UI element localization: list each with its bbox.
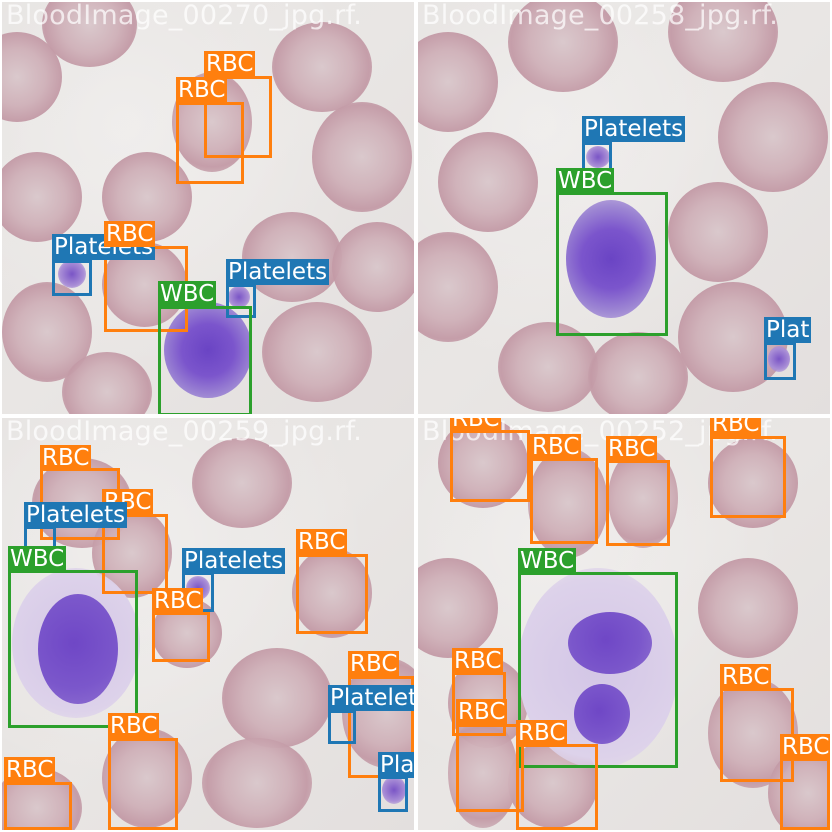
box-label-rbc: RBC bbox=[348, 651, 400, 677]
box-label-platelets: Platelets bbox=[328, 685, 414, 711]
box-label-platelets: Platelets bbox=[226, 259, 330, 285]
white-blood-cell bbox=[566, 200, 656, 318]
red-blood-cell bbox=[608, 448, 678, 548]
bounding-box-rbc bbox=[456, 724, 524, 812]
bounding-box-platelets bbox=[764, 342, 796, 380]
red-blood-cell bbox=[42, 2, 137, 67]
image-tile-3: BloodImage_00259_jpg.rf. RBC RBC Platele… bbox=[2, 418, 414, 830]
red-blood-cell bbox=[332, 222, 414, 312]
box-label-platelets: Pla bbox=[378, 752, 414, 778]
red-blood-cell bbox=[272, 22, 372, 112]
red-blood-cell bbox=[312, 102, 412, 212]
white-blood-cell bbox=[164, 302, 252, 398]
red-blood-cell bbox=[62, 352, 152, 414]
red-blood-cell bbox=[698, 558, 798, 658]
box-label-rbc: RBC bbox=[176, 77, 228, 103]
box-label-rbc: RBC bbox=[104, 221, 156, 247]
bounding-box-wbc bbox=[556, 192, 668, 336]
platelet bbox=[228, 286, 250, 308]
platelet bbox=[382, 776, 406, 804]
image-tile-4: BloodImage_00252_jpg.rf. RBC RBC RBC RBC… bbox=[418, 418, 830, 830]
red-blood-cell bbox=[418, 32, 498, 132]
red-blood-cell bbox=[438, 132, 538, 232]
red-blood-cell bbox=[718, 82, 828, 192]
bounding-box-rbc bbox=[710, 436, 786, 518]
bounding-box-rbc bbox=[450, 430, 530, 502]
filename-watermark: BloodImage_00270_jpg.rf. bbox=[6, 2, 363, 31]
red-blood-cell bbox=[202, 738, 312, 828]
bounding-box-wbc bbox=[8, 570, 138, 728]
box-label-rbc: RBC bbox=[40, 445, 92, 471]
red-blood-cell bbox=[292, 548, 372, 638]
bounding-box-platelets bbox=[378, 776, 408, 812]
box-label-rbc: RBC bbox=[296, 529, 348, 555]
bounding-box-rbc bbox=[204, 76, 272, 158]
box-label-rbc: RBC bbox=[204, 51, 256, 77]
bounding-box-rbc bbox=[176, 102, 244, 184]
white-blood-cell-nucleus bbox=[574, 684, 630, 744]
bounding-box-platelets bbox=[226, 284, 256, 318]
bounding-box-rbc bbox=[780, 758, 830, 830]
red-blood-cell bbox=[262, 302, 372, 402]
box-label-rbc: RBC bbox=[452, 648, 504, 674]
box-label-rbc: RBC bbox=[450, 418, 502, 432]
red-blood-cell bbox=[588, 332, 688, 414]
bounding-box-wbc bbox=[158, 306, 252, 414]
red-blood-cell bbox=[2, 152, 82, 242]
image-tile-2: BloodImage_00258_jpg.rf. Platelets WBC P… bbox=[418, 2, 830, 414]
box-label-rbc: RBC bbox=[4, 757, 56, 783]
box-label-rbc: RBC bbox=[530, 434, 582, 460]
box-label-rbc: RBC bbox=[780, 734, 830, 760]
box-label-rbc: RBC bbox=[710, 418, 762, 437]
white-blood-cell-nucleus bbox=[38, 594, 118, 704]
bounding-box-rbc bbox=[296, 554, 368, 634]
box-label-platelets: Platelets bbox=[24, 502, 128, 528]
filename-watermark: BloodImage_00258_jpg.rf. bbox=[422, 2, 779, 31]
box-label-rbc: RBC bbox=[720, 664, 772, 690]
box-label-platelets: Platelets bbox=[182, 548, 286, 574]
filename-watermark: BloodImage_00259_jpg.rf. bbox=[6, 418, 363, 447]
red-blood-cell bbox=[668, 2, 778, 82]
red-blood-cell bbox=[498, 322, 598, 412]
bounding-box-rbc bbox=[516, 744, 598, 830]
red-blood-cell bbox=[418, 558, 498, 658]
red-blood-cell bbox=[438, 418, 528, 508]
bounding-box-wbc bbox=[518, 572, 678, 768]
box-label-rbc: RBC bbox=[516, 720, 568, 746]
white-blood-cell-nucleus bbox=[568, 612, 652, 674]
box-label-rbc: RBC bbox=[152, 588, 204, 614]
red-blood-cell bbox=[768, 748, 830, 830]
bounding-box-rbc bbox=[108, 738, 178, 830]
platelet bbox=[768, 346, 790, 372]
bounding-box-rbc bbox=[530, 458, 598, 544]
box-label-wbc: WBC bbox=[8, 546, 67, 572]
box-label-wbc: WBC bbox=[158, 281, 217, 307]
box-label-platelets: Plat bbox=[764, 317, 812, 343]
box-label-wbc: WBC bbox=[518, 548, 577, 574]
bounding-box-rbc bbox=[152, 612, 210, 662]
red-blood-cell bbox=[528, 448, 608, 558]
box-label-rbc: RBC bbox=[606, 436, 658, 462]
box-label-platelets: Platelets bbox=[582, 116, 686, 142]
red-blood-cell bbox=[242, 212, 342, 302]
box-label-rbc: RBC bbox=[108, 713, 160, 739]
bounding-box-platelets bbox=[52, 260, 92, 296]
bounding-box-rbc bbox=[606, 460, 670, 546]
image-tile-1: BloodImage_00270_jpg.rf. RBC RBC Platele… bbox=[2, 2, 414, 414]
platelet bbox=[586, 146, 610, 168]
red-blood-cell bbox=[668, 182, 768, 282]
bounding-box-platelets bbox=[328, 710, 356, 744]
platelet bbox=[58, 260, 86, 288]
box-label-rbc: RBC bbox=[456, 699, 508, 725]
red-blood-cell bbox=[508, 2, 618, 92]
red-blood-cell bbox=[222, 648, 332, 748]
bounding-box-rbc bbox=[4, 782, 72, 830]
box-label-wbc: WBC bbox=[556, 168, 615, 194]
red-blood-cell bbox=[418, 232, 498, 342]
red-blood-cell bbox=[192, 438, 292, 528]
